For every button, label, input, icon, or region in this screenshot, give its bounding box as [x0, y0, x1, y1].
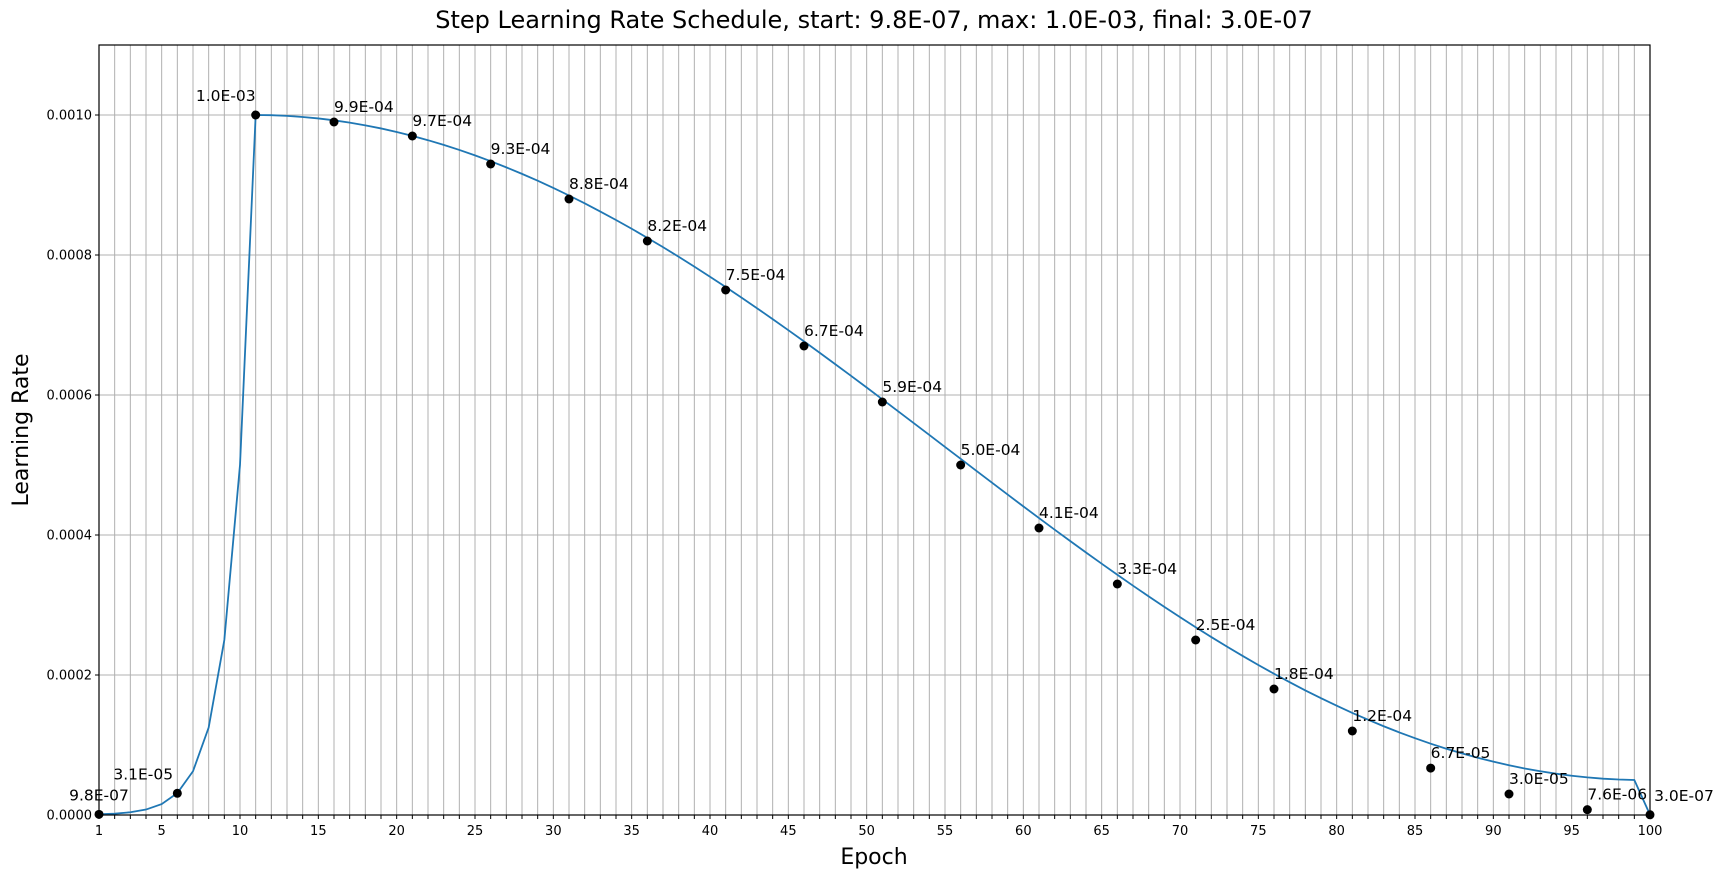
data-point-marker [564, 194, 574, 204]
data-point-marker [642, 236, 652, 246]
y-tick-label: 0.0008 [47, 249, 93, 264]
marker-layer: 9.8E-073.1E-051.0E-039.9E-049.7E-049.3E-… [69, 87, 1714, 820]
data-point-label: 9.9E-04 [334, 98, 394, 116]
data-point-marker [1347, 726, 1357, 736]
y-tick-label: 0.0000 [47, 809, 93, 824]
data-point-marker [251, 110, 261, 120]
grid [98, 45, 1651, 816]
data-point-marker [329, 117, 339, 127]
data-point-label: 6.7E-04 [804, 322, 864, 340]
data-point-label: 7.5E-04 [726, 266, 786, 284]
x-tick-label: 60 [1015, 824, 1032, 839]
data-point-label: 8.8E-04 [569, 175, 629, 193]
data-point-label: 1.2E-04 [1352, 707, 1412, 725]
x-tick-label: 1 [95, 824, 103, 839]
x-tick-label: 30 [545, 824, 562, 839]
x-tick-label: 100 [1638, 824, 1663, 839]
data-point-label: 3.1E-05 [113, 765, 173, 783]
data-point-marker [799, 341, 809, 351]
data-point-marker [1112, 579, 1122, 589]
data-point-label: 4.1E-04 [1039, 504, 1099, 522]
x-tick-label: 85 [1407, 824, 1424, 839]
data-point-marker [721, 285, 731, 295]
data-point-label: 5.9E-04 [882, 378, 942, 396]
data-point-label: 1.8E-04 [1274, 665, 1334, 683]
chart-title: Step Learning Rate Schedule, start: 9.8E… [435, 6, 1312, 34]
data-point-marker [1504, 789, 1514, 799]
data-point-marker [1034, 523, 1044, 533]
data-point-marker [877, 397, 887, 407]
data-point-marker [1426, 763, 1436, 773]
learning-rate-line [98, 114, 1651, 816]
x-tick-label: 5 [158, 824, 166, 839]
x-tick-label: 55 [937, 824, 954, 839]
data-point-label: 3.3E-04 [1117, 560, 1177, 578]
data-point-marker [1191, 635, 1201, 645]
x-tick-label: 10 [232, 824, 249, 839]
x-tick-label: 90 [1485, 824, 1502, 839]
x-tick-label: 75 [1250, 824, 1267, 839]
x-tick-label: 25 [467, 824, 484, 839]
data-point-label: 3.0E-07 [1654, 787, 1714, 805]
x-tick-label: 70 [1172, 824, 1189, 839]
x-tick-label: 20 [388, 824, 405, 839]
data-point-marker [407, 131, 417, 141]
y-tick-label: 0.0006 [47, 389, 93, 404]
data-point-marker [486, 159, 496, 169]
data-point-label: 1.0E-03 [196, 87, 256, 105]
data-point-label: 2.5E-04 [1196, 616, 1256, 634]
data-point-marker [172, 788, 182, 798]
data-point-label: 8.2E-04 [647, 217, 707, 235]
data-point-label: 7.6E-06 [1587, 786, 1647, 804]
data-point-label: 5.0E-04 [961, 441, 1021, 459]
data-point-marker [956, 460, 966, 470]
x-tick-label: 65 [1093, 824, 1110, 839]
x-tick-label: 40 [702, 824, 719, 839]
x-axis-label: Epoch [840, 845, 907, 870]
y-tick-label: 0.0010 [47, 109, 93, 124]
x-tick-label: 35 [623, 824, 640, 839]
y-axis-label: Learning Rate [9, 354, 34, 507]
data-point-label: 9.7E-04 [412, 112, 472, 130]
x-tick-label: 45 [780, 824, 797, 839]
x-tick-label: 50 [858, 824, 875, 839]
x-tick-label: 95 [1563, 824, 1580, 839]
data-point-label: 3.0E-05 [1509, 770, 1569, 788]
plot-frame [98, 44, 1651, 816]
data-point-marker [1269, 684, 1279, 694]
data-point-label: 6.7E-05 [1431, 744, 1491, 762]
series-layer [98, 114, 1651, 816]
y-tick-label: 0.0002 [47, 669, 93, 684]
x-tick-label: 15 [310, 824, 327, 839]
tick-layer: 1 5 10 15 20 25 30 35 40 45 50 55 60 65 70 75 80 85 90 95 10… [47, 109, 1663, 840]
y-tick-label: 0.0004 [47, 529, 93, 544]
x-tick-label: 80 [1328, 824, 1345, 839]
data-point-marker [1582, 805, 1592, 815]
data-point-label: 9.3E-04 [491, 140, 551, 158]
